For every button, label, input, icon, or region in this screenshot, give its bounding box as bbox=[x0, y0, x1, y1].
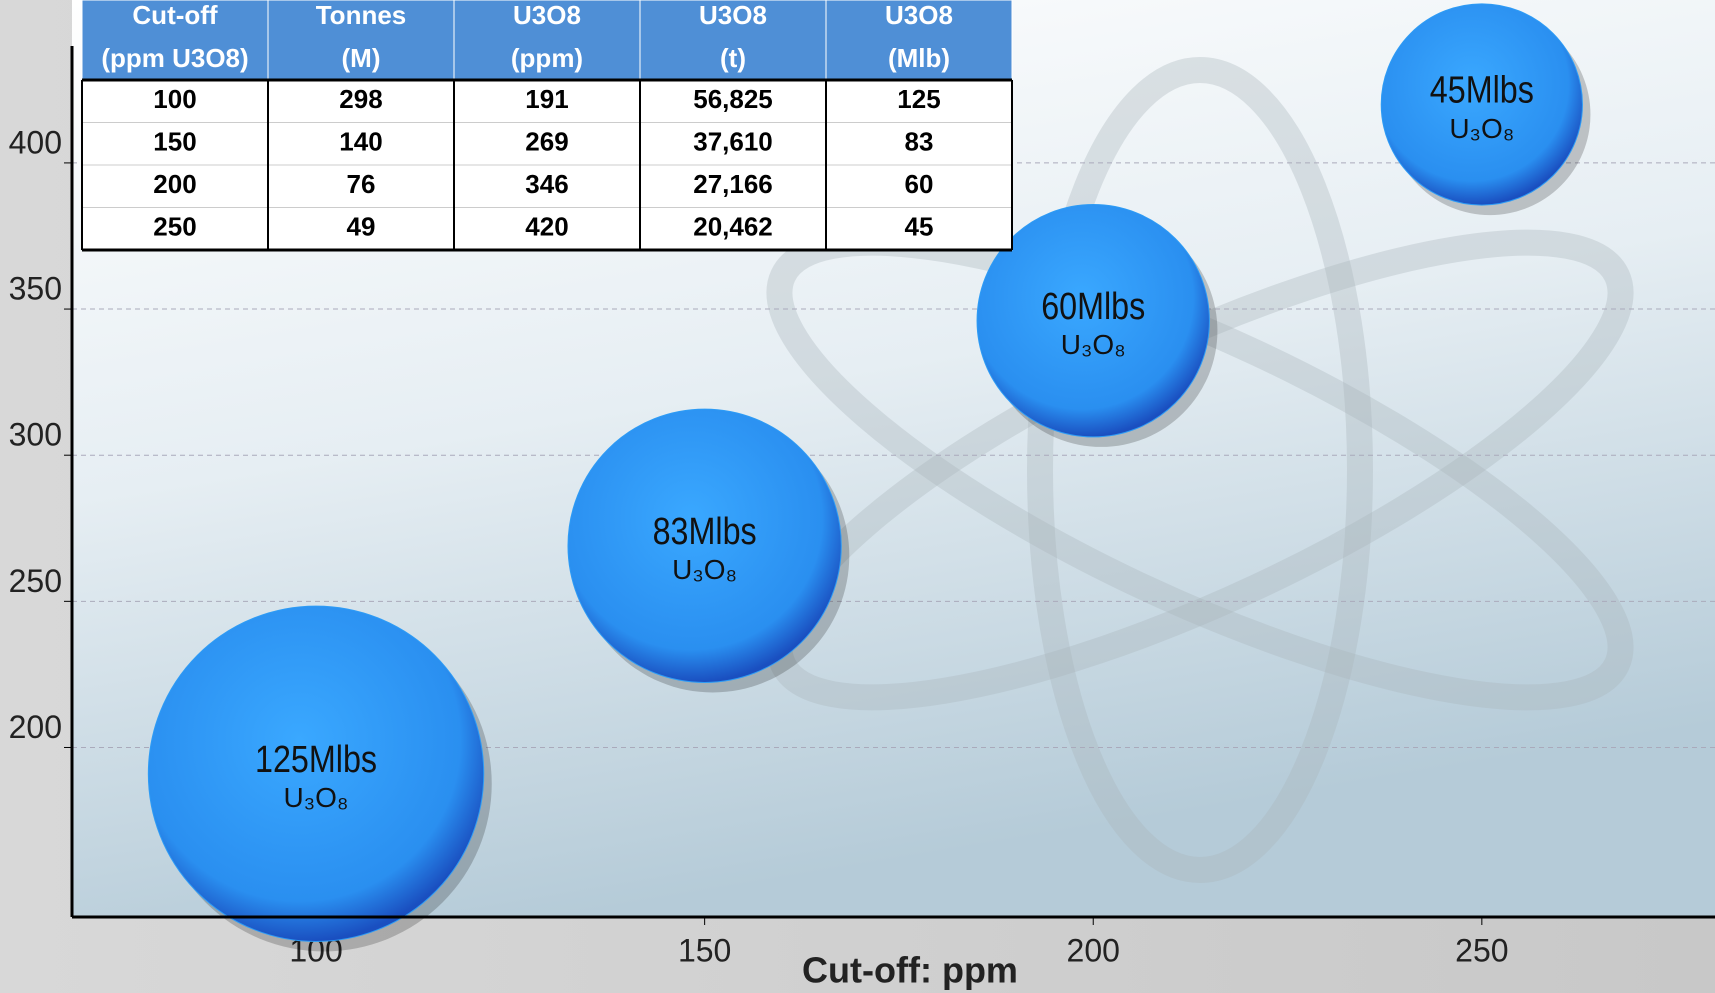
table-cell-text: 56,825 bbox=[693, 84, 773, 114]
bubble-label: 45Mlbs bbox=[1430, 69, 1534, 111]
x-tick-label: 150 bbox=[678, 932, 731, 968]
x-tick-label: 250 bbox=[1455, 932, 1508, 968]
table-header-text: (Mlb) bbox=[888, 43, 950, 73]
table-header-text: (M) bbox=[342, 43, 381, 73]
table-cell-text: 20,462 bbox=[693, 212, 773, 242]
table-cell bbox=[639, 122, 827, 166]
bubble-sublabel: U₃O₈ bbox=[1061, 329, 1126, 360]
table-header-text: (t) bbox=[720, 43, 746, 73]
x-tick-label: 200 bbox=[1067, 932, 1120, 968]
table-header-cell bbox=[639, 0, 827, 81]
table-cell-text: 45 bbox=[905, 212, 934, 242]
table-cell-text: 27,166 bbox=[693, 169, 773, 199]
y-tick-label: 250 bbox=[9, 563, 62, 599]
table-cell-text: 60 bbox=[905, 169, 934, 199]
table-header-cell bbox=[453, 0, 641, 81]
table-cell-text: 49 bbox=[347, 212, 376, 242]
y-tick-label: 200 bbox=[9, 709, 62, 745]
bubble-sublabel: U₃O₈ bbox=[1449, 113, 1514, 144]
table-header-text: (ppm U3O8) bbox=[101, 43, 248, 73]
table-header-text: U3O8 bbox=[885, 0, 953, 30]
table-cell bbox=[267, 164, 455, 208]
table-cell bbox=[825, 164, 1013, 208]
table-cell-text: 125 bbox=[897, 84, 940, 114]
table-cell bbox=[639, 207, 827, 251]
table-cell-text: 150 bbox=[153, 127, 196, 157]
x-axis-title: Cut-off: ppm bbox=[802, 950, 1018, 991]
bubble bbox=[1380, 3, 1583, 206]
table-header-cell bbox=[825, 0, 1013, 81]
y-tick-label: 400 bbox=[9, 124, 62, 160]
table-cell-text: 191 bbox=[525, 84, 568, 114]
table-cell bbox=[825, 207, 1013, 251]
table-cell-text: 346 bbox=[525, 169, 568, 199]
table-cell bbox=[453, 79, 641, 123]
table-header-cell bbox=[81, 0, 269, 81]
table-header-text: U3O8 bbox=[699, 0, 767, 30]
table-cell-text: 298 bbox=[339, 84, 382, 114]
table-cell-text: 37,610 bbox=[693, 127, 773, 157]
bubble-label: 83Mlbs bbox=[653, 510, 757, 552]
table-cell-text: 269 bbox=[525, 127, 568, 157]
y-tick-label: 300 bbox=[9, 417, 62, 453]
table-cell-text: 100 bbox=[153, 84, 196, 114]
table-cell-text: 420 bbox=[525, 212, 568, 242]
table-header-text: (ppm) bbox=[511, 43, 583, 73]
table-cell bbox=[825, 122, 1013, 166]
bubble-sublabel: U₃O₈ bbox=[284, 782, 349, 813]
data-table: Cut-off (ppm U3O8) Tonnes (M) U3O8 (ppm) U3O8 (… bbox=[81, 0, 1013, 252]
table-cell-text: 83 bbox=[905, 127, 934, 157]
bubble-label: 125Mlbs bbox=[255, 738, 377, 780]
y-tick-label: 350 bbox=[9, 271, 62, 307]
table-cell-text: 140 bbox=[339, 127, 382, 157]
table-header-text: Cut-off bbox=[132, 0, 218, 30]
table-cell bbox=[453, 207, 641, 251]
bubble-sublabel: U₃O₈ bbox=[672, 554, 737, 585]
table-cell-text: 76 bbox=[347, 169, 376, 199]
table-header-text: U3O8 bbox=[513, 0, 581, 30]
table-cell-text: 250 bbox=[153, 212, 196, 242]
bubble-label: 60Mlbs bbox=[1041, 285, 1145, 327]
bubble bbox=[976, 204, 1210, 438]
table-cell bbox=[81, 207, 269, 251]
table-cell bbox=[825, 79, 1013, 123]
table-cell bbox=[267, 207, 455, 251]
bubble bbox=[147, 605, 485, 942]
bubble bbox=[567, 408, 842, 683]
table-cell-text: 200 bbox=[153, 169, 196, 199]
table-header-text: Tonnes bbox=[316, 0, 407, 30]
